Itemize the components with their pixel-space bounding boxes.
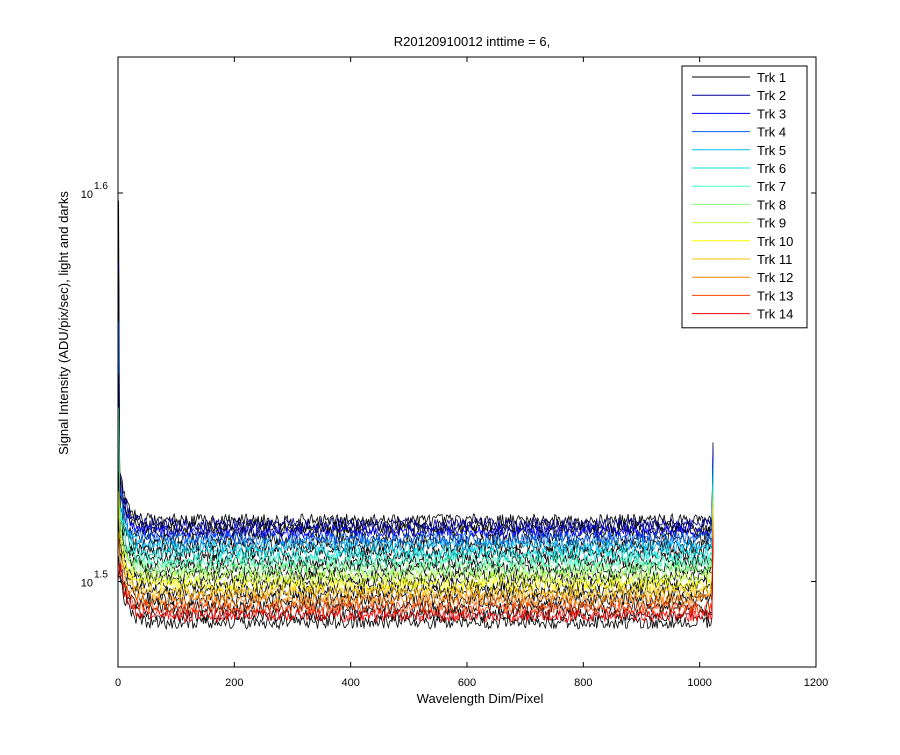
x-tick-label: 800	[574, 677, 592, 689]
series-line	[118, 407, 714, 577]
x-tick-label: 0	[115, 677, 121, 689]
legend-label: Trk 10	[757, 234, 793, 249]
legend-label: Trk 9	[757, 216, 786, 231]
series-line	[118, 499, 714, 585]
legend-label: Trk 8	[757, 197, 786, 212]
dark-series-line	[118, 544, 714, 631]
legend-label: Trk 11	[757, 252, 792, 267]
series-line	[118, 491, 714, 592]
y-tick-exponent: 1.5	[94, 570, 108, 581]
legend: Trk 1 Trk 2 Trk 3 Trk 4 Trk 5 Trk 6 Trk 7 Trk 8…	[681, 65, 808, 329]
x-tick-label: 200	[225, 677, 243, 689]
y-tick-base: 10	[81, 578, 93, 590]
legend-label: Trk 3	[757, 106, 786, 121]
legend-box	[681, 65, 808, 329]
series-line	[118, 537, 714, 624]
x-tick-label: 1000	[687, 677, 711, 689]
x-tick-label: 600	[458, 677, 476, 689]
x-axis: 0 200 400 600 800 1000 1200	[115, 57, 828, 689]
x-tick-label: 400	[341, 677, 359, 689]
x-tick-label: 1200	[804, 677, 828, 689]
y-axis-label: Signal Intensity (ADU/pix/sec), light an…	[56, 191, 71, 455]
series-line	[118, 514, 714, 600]
legend-label: Trk 5	[757, 143, 786, 158]
series-line	[118, 530, 714, 616]
legend-label: Trk 12	[757, 270, 793, 285]
series-line	[118, 259, 714, 532]
series-line	[118, 446, 714, 554]
series-line	[118, 483, 714, 569]
y-tick-base: 10	[81, 189, 93, 201]
y-tick-exponent: 1.6	[94, 181, 108, 192]
chart-title: R20120910012 inttime = 6,	[394, 34, 550, 49]
legend-label: Trk 13	[757, 288, 793, 303]
legend-label: Trk 4	[757, 125, 786, 140]
legend-label: Trk 6	[757, 161, 786, 176]
legend-label: Trk 1	[757, 70, 786, 85]
x-axis-label: Wavelength Dim/Pixel	[417, 691, 544, 706]
series-line	[118, 382, 714, 539]
series-line	[118, 321, 714, 547]
plot-lines	[118, 200, 714, 631]
legend-label: Trk 7	[757, 179, 786, 194]
legend-label: Trk 14	[757, 307, 793, 322]
legend-label: Trk 2	[757, 88, 786, 103]
series-line	[118, 429, 714, 561]
